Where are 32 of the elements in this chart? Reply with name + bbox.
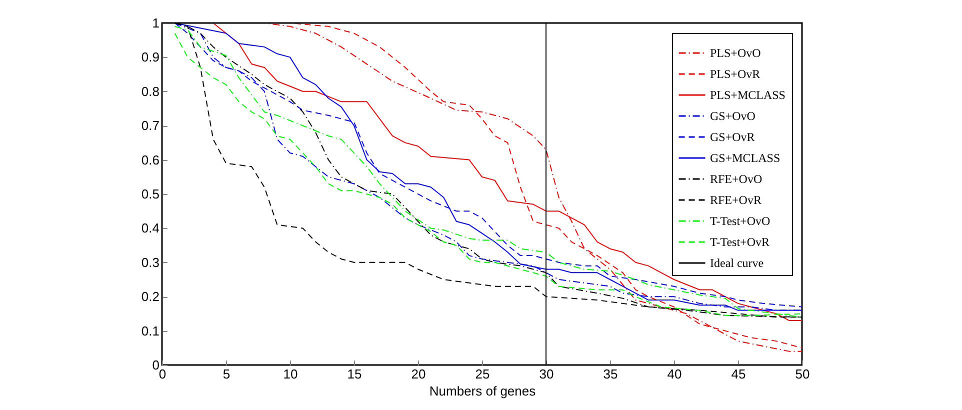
y-tick-label: 0.3 xyxy=(141,254,160,270)
x-tick-label: 35 xyxy=(603,366,618,382)
legend-label: RFE+OvO xyxy=(710,172,762,186)
x-tick-label: 40 xyxy=(667,366,682,382)
y-tick-label: 0.1 xyxy=(141,323,160,338)
legend-label: PLS+OvO xyxy=(710,46,762,60)
y-tick-label: 0.6 xyxy=(141,152,160,168)
legend-label: Ideal curve xyxy=(710,256,764,270)
legend-label: RFE+OvR xyxy=(710,193,762,207)
legend-label: T-Test+OvO xyxy=(710,214,770,228)
x-tick-label: 10 xyxy=(283,366,298,382)
y-tick-label: 0.9 xyxy=(141,50,160,65)
y-tick-label: 0.8 xyxy=(141,84,160,99)
legend-label: GS+OvO xyxy=(710,109,756,123)
x-tick-label: 5 xyxy=(222,366,230,382)
x-axis-title: Numbers of genes xyxy=(429,384,536,398)
x-tick-label: 45 xyxy=(731,366,746,382)
legend-label: PLS+OvR xyxy=(710,67,760,81)
legend-label: GS+MCLASS xyxy=(710,151,780,165)
legend-label: PLS+MCLASS xyxy=(710,88,786,102)
y-tick-label: 0.7 xyxy=(141,118,160,134)
y-tick-label: 0.5 xyxy=(141,186,160,202)
y-tick-label: 0.4 xyxy=(141,220,160,236)
legend-label: T-Test+OvR xyxy=(710,235,770,249)
x-tick-label: 15 xyxy=(347,366,362,382)
x-tick-label: 50 xyxy=(795,366,810,382)
x-tick-label: 20 xyxy=(411,366,426,382)
y-tick-label: 1 xyxy=(152,16,160,30)
y-tick-label: 0.2 xyxy=(141,289,160,304)
legend-label: GS+OvR xyxy=(710,130,755,144)
x-tick-label: 25 xyxy=(475,366,490,382)
x-tick-label: 30 xyxy=(539,366,554,382)
